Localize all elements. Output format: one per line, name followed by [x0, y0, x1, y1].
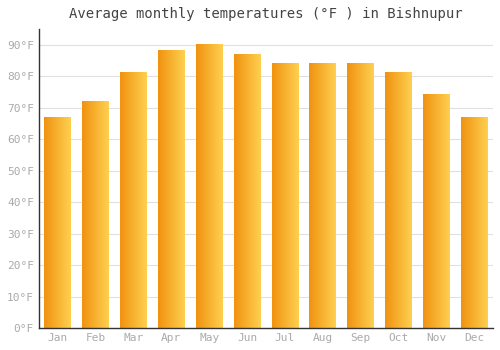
Title: Average monthly temperatures (°F ) in Bishnupur: Average monthly temperatures (°F ) in Bi… — [69, 7, 462, 21]
